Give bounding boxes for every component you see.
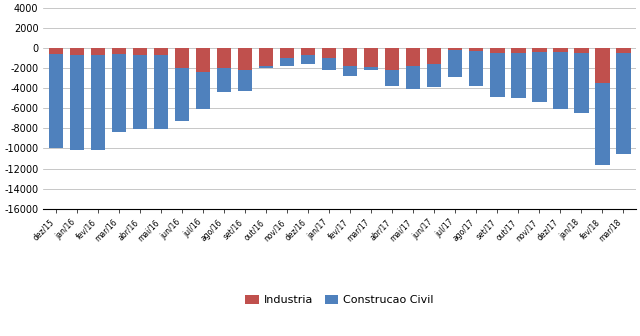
Bar	[553, 52, 568, 110]
Bar	[216, 48, 231, 68]
Bar	[259, 48, 273, 66]
Bar	[364, 48, 378, 70]
Bar	[70, 55, 84, 151]
Bar	[574, 48, 589, 53]
Bar	[90, 55, 105, 151]
Bar	[511, 48, 525, 53]
Bar	[280, 48, 294, 66]
Bar	[532, 52, 547, 102]
Bar	[111, 48, 126, 54]
Bar	[616, 53, 630, 154]
Bar	[154, 48, 168, 55]
Bar	[532, 48, 547, 52]
Bar	[616, 48, 630, 53]
Bar	[237, 70, 252, 91]
Bar	[511, 53, 525, 98]
Bar	[595, 48, 609, 83]
Bar	[385, 48, 399, 70]
Bar	[322, 48, 337, 70]
Bar	[490, 48, 504, 53]
Bar	[301, 55, 316, 64]
Bar	[468, 48, 483, 51]
Bar	[132, 48, 147, 55]
Bar	[595, 83, 609, 165]
Bar	[322, 58, 337, 70]
Bar	[406, 66, 420, 89]
Bar	[280, 58, 294, 66]
Bar	[259, 66, 273, 68]
Bar	[70, 48, 84, 55]
Bar	[364, 67, 378, 70]
Bar	[342, 48, 357, 76]
Bar	[574, 53, 589, 114]
Bar	[111, 54, 126, 132]
Bar	[342, 66, 357, 76]
Bar	[49, 54, 63, 149]
Bar	[175, 48, 189, 68]
Bar	[175, 68, 189, 121]
Bar	[196, 72, 211, 110]
Bar	[468, 51, 483, 86]
Bar	[154, 55, 168, 129]
Legend: Industria, Construcao Civil: Industria, Construcao Civil	[241, 290, 438, 310]
Bar	[427, 48, 442, 64]
Bar	[216, 68, 231, 92]
Bar	[448, 50, 463, 77]
Bar	[490, 53, 504, 97]
Bar	[237, 48, 252, 70]
Bar	[196, 48, 211, 72]
Bar	[90, 48, 105, 55]
Bar	[301, 48, 316, 64]
Bar	[448, 48, 463, 50]
Bar	[132, 55, 147, 129]
Bar	[553, 48, 568, 52]
Bar	[406, 48, 420, 66]
Bar	[427, 64, 442, 87]
Bar	[385, 70, 399, 86]
Bar	[49, 48, 63, 54]
